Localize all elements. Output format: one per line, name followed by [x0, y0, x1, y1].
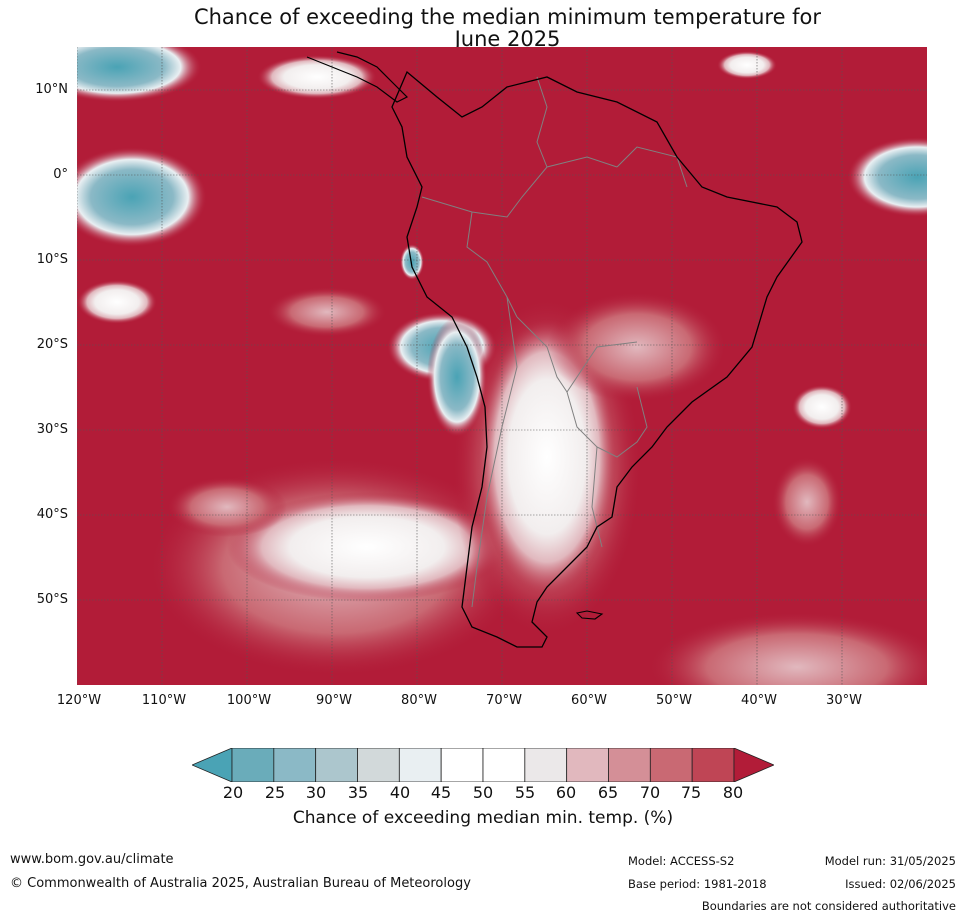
- probability-map: [77, 47, 927, 685]
- lon-label: 40°W: [741, 693, 777, 708]
- colorbar-cell: [649, 748, 693, 782]
- lat-label: 50°S: [36, 592, 68, 607]
- lat-label: 10°S: [36, 252, 68, 267]
- colorbar-cell: [608, 748, 651, 782]
- colorbar-tick: 35: [347, 783, 369, 802]
- colorbar-cell: [357, 748, 400, 782]
- lat-label: 10°N: [35, 82, 68, 97]
- base-period-text: Base period: 1981-2018: [628, 877, 767, 891]
- anomaly-region: [77, 47, 202, 102]
- anomaly-region: [847, 137, 927, 217]
- colorbar-tick: 30: [305, 783, 327, 802]
- anomaly-region: [257, 55, 377, 99]
- anomaly-region: [772, 457, 842, 547]
- anomaly-region: [400, 244, 424, 280]
- website-text: www.bom.gov.au/climate: [10, 852, 174, 867]
- anomaly-region: [267, 287, 387, 337]
- graticule: [77, 47, 927, 685]
- lat-label: 20°S: [36, 337, 68, 352]
- disclaimer-text: Boundaries are not considered authoritat…: [701, 899, 956, 913]
- colorbar-cell: [440, 748, 484, 782]
- lon-label: 120°W: [56, 693, 102, 708]
- south-america-coastline: [391, 70, 803, 648]
- colorbar-tick: 55: [514, 783, 536, 802]
- anomaly-region: [167, 477, 287, 537]
- anomaly-region: [77, 147, 207, 247]
- map-title-line1: Chance of exceeding the median minimum t…: [193, 5, 822, 29]
- lon-label: 90°W: [316, 693, 352, 708]
- colorbar-arrow-high: [733, 748, 774, 782]
- colorbar-tick: 25: [264, 783, 286, 802]
- lat-label: 30°S: [36, 422, 68, 437]
- model-text: Model: ACCESS-S2: [628, 854, 735, 868]
- lat-label: 0°: [53, 167, 68, 182]
- colorbar-cell: [524, 748, 568, 782]
- model-run-text: Model run: 31/05/2025: [824, 854, 956, 868]
- anomaly-region: [227, 492, 507, 602]
- issued-text: Issued: 02/06/2025: [845, 877, 956, 891]
- colorbar-tick: 20: [222, 783, 244, 802]
- colorbar-label: Chance of exceeding median min. temp. (%…: [292, 808, 674, 828]
- anomaly-region: [717, 51, 777, 79]
- lon-label: 50°W: [656, 693, 692, 708]
- colorbar: [192, 748, 774, 782]
- colorbar-cell: [315, 748, 358, 782]
- colorbar-tick: 50: [472, 783, 494, 802]
- colorbar-tick: 65: [597, 783, 619, 802]
- colorbar-cell: [482, 748, 526, 782]
- falkland-islands: [575, 610, 604, 620]
- anomaly-region: [647, 612, 927, 685]
- anomaly-region: [547, 292, 727, 402]
- lon-label: 60°W: [571, 693, 607, 708]
- country-borders: [421, 76, 688, 608]
- colorbar-cell: [691, 748, 735, 782]
- colorbar-tick: 75: [680, 783, 702, 802]
- colorbar-tick: 40: [389, 783, 411, 802]
- colorbar-cell: [566, 748, 609, 782]
- lon-label: 70°W: [486, 693, 522, 708]
- colorbar-cell: [273, 748, 317, 782]
- colorbar-arrow-low: [192, 748, 233, 782]
- colorbar-cell: [231, 748, 275, 782]
- copyright-text: © Commonwealth of Australia 2025, Austra…: [10, 876, 471, 891]
- lon-label: 110°W: [141, 693, 187, 708]
- anomaly-region: [792, 385, 852, 429]
- colorbar-tick: 45: [430, 783, 452, 802]
- lon-label: 100°W: [226, 693, 272, 708]
- map-title-line2: June 2025: [454, 27, 561, 51]
- colorbar-tick: 60: [555, 783, 577, 802]
- lon-label: 30°W: [826, 693, 862, 708]
- lat-label: 40°S: [36, 507, 68, 522]
- central-america-coastline: [306, 51, 409, 103]
- colorbar-tick: 70: [639, 783, 661, 802]
- lon-label: 80°W: [401, 693, 437, 708]
- colorbar-tick: 80: [722, 783, 744, 802]
- colorbar-cell: [398, 748, 442, 782]
- anomaly-region: [427, 317, 487, 437]
- anomaly-region: [77, 280, 157, 324]
